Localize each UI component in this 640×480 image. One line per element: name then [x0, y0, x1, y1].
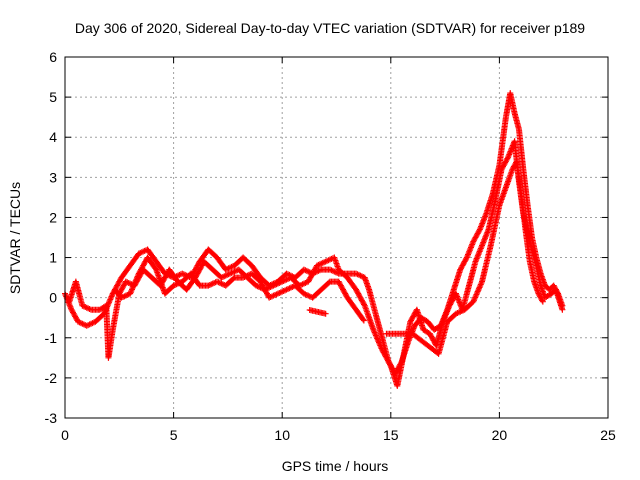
y-tick-label: 2: [49, 209, 57, 225]
axis-ticks: 0 5 10 15 20 25 -3 -2 -1 0 1 2 3 4 5 6: [45, 49, 616, 443]
data-point-marker: [387, 361, 394, 368]
y-tick-label: -3: [45, 410, 58, 426]
data-series: [111, 158, 546, 357]
y-tick-label: 3: [49, 169, 57, 185]
x-tick-label: 10: [274, 427, 290, 443]
y-tick-label: 4: [49, 129, 57, 145]
x-tick-label: 0: [61, 427, 69, 443]
x-tick-label: 25: [600, 427, 616, 443]
y-tick-label: 5: [49, 89, 57, 105]
y-tick-label: 6: [49, 49, 57, 65]
data-point-marker: [463, 255, 470, 262]
x-axis-label: GPS time / hours: [282, 458, 389, 474]
y-tick-label: 1: [49, 250, 57, 266]
plot-area: [62, 90, 566, 389]
y-tick-label: -2: [45, 370, 58, 386]
chart-title: Day 306 of 2020, Sidereal Day-to-day VTE…: [75, 20, 585, 36]
data-point-marker: [559, 306, 566, 313]
data-point-marker: [539, 297, 546, 304]
y-axis-label: SDTVAR / TECUs: [7, 182, 23, 294]
y-tick-label: -1: [45, 330, 58, 346]
data-point-marker: [504, 155, 511, 162]
data-point-marker: [359, 316, 366, 323]
plot-frame: [64, 56, 609, 419]
data-point-marker: [306, 307, 313, 314]
x-tick-label: 5: [170, 427, 178, 443]
x-tick-label: 15: [383, 427, 399, 443]
y-tick-label: 0: [49, 290, 57, 306]
data-point-marker: [539, 298, 546, 305]
data-point-marker: [476, 227, 483, 234]
data-point-marker: [361, 301, 368, 308]
x-tick-label: 20: [492, 427, 508, 443]
data-point-marker: [360, 317, 367, 324]
